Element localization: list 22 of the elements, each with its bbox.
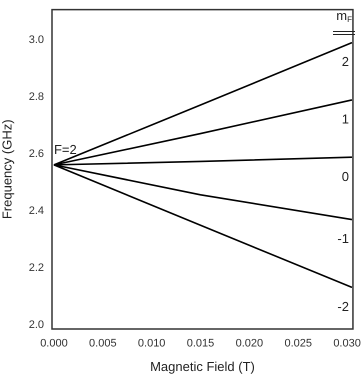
y-tick-label: 2.2 — [28, 262, 44, 274]
series-label: -2 — [337, 298, 349, 314]
legend-title: m$_{F}$ — [336, 8, 352, 24]
series-label: -1 — [337, 231, 349, 246]
series-label: 2 — [342, 54, 349, 70]
x-tick-label: 0.005 — [89, 338, 117, 350]
y-tick-label: 2.4 — [28, 205, 44, 218]
x-tick-label: 0.010 — [138, 338, 166, 350]
series-label: 1 — [342, 112, 349, 126]
x-axis-title: Magnetic Field (T) — [150, 358, 255, 374]
annotation: F=2 — [54, 142, 77, 157]
x-tick-label: 0.000 — [40, 338, 68, 350]
y-tick-label: 2.8 — [28, 91, 44, 104]
x-tick-label: 0.025 — [284, 338, 312, 350]
series-label: 0 — [342, 168, 349, 184]
y-tick-label: 3.0 — [28, 34, 44, 46]
y-axis-title: Frequency (GHz) — [0, 119, 14, 220]
y-tick-label: 2.0 — [28, 319, 44, 332]
y-tick-label: 2.6 — [28, 148, 44, 160]
x-tick-label: 0.030 — [333, 338, 361, 350]
x-tick-label: 0.015 — [186, 338, 214, 350]
x-tick-label: 0.020 — [236, 338, 264, 350]
